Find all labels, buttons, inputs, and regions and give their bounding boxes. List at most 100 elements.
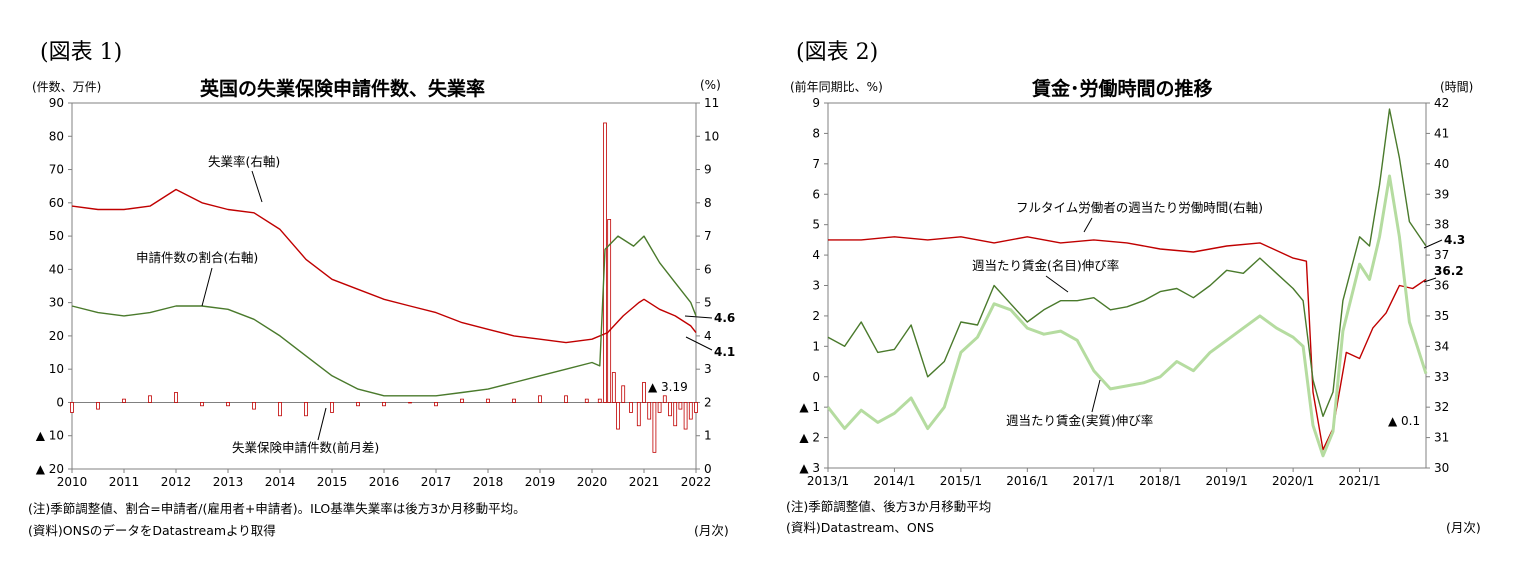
x-tick-label: 2015/1 bbox=[940, 474, 982, 488]
bar-claims-change bbox=[564, 395, 568, 403]
bar-claims-change bbox=[636, 402, 641, 427]
y-right-tick-label: 31 bbox=[1434, 431, 1449, 445]
y-right-tick-label: 34 bbox=[1434, 339, 1449, 353]
bar-claims-change bbox=[688, 402, 693, 420]
series-label-claims-change: 失業保険申請件数(前月差) bbox=[232, 440, 379, 455]
y-left-tick-label: ▲ 2 bbox=[799, 431, 820, 445]
y-left-tick-label: 1 bbox=[812, 339, 820, 353]
leader-hours bbox=[1083, 217, 1093, 233]
bar-claims-change bbox=[621, 385, 626, 403]
series-label-hours: フルタイム労働者の週当たり労働時間(右軸) bbox=[1016, 200, 1263, 215]
bar-claims-change bbox=[70, 402, 74, 413]
y-left-tick-label: 3 bbox=[812, 279, 820, 293]
y-left-tick-label: ▲ 3 bbox=[799, 461, 820, 475]
y-right-tick-label: 40 bbox=[1434, 157, 1449, 171]
x-tick-label: 2014/1 bbox=[873, 474, 915, 488]
x-tick-label: 2015 bbox=[317, 475, 348, 489]
x-tick-label: 2020 bbox=[577, 475, 608, 489]
x-tick-label: 2010 bbox=[57, 475, 88, 489]
bar-claims-change bbox=[678, 402, 683, 410]
figure2-period-label: (月次) bbox=[1446, 520, 1481, 535]
bar-claims-change bbox=[647, 402, 652, 420]
figure2-title: 賃金･労働時間の推移 bbox=[1032, 78, 1213, 100]
bar-claims-change bbox=[652, 402, 657, 453]
figure1-title: 英国の失業保険申請件数、失業率 bbox=[200, 78, 486, 100]
bar-claims-change bbox=[512, 398, 516, 403]
y-right-tick-label: 33 bbox=[1434, 370, 1449, 384]
y-left-tick-label: 80 bbox=[49, 129, 64, 143]
bar-claims-change bbox=[607, 219, 612, 403]
y-right-tick-label: 6 bbox=[704, 262, 712, 276]
series-label-nominal-wage: 週当たり賃金(名目)伸び率 bbox=[972, 258, 1119, 273]
y-right-tick-label: 1 bbox=[704, 429, 712, 443]
y-right-tick-label: 35 bbox=[1434, 309, 1449, 323]
y-left-tick-label: ▲ 20 bbox=[36, 462, 64, 476]
y-left-tick-label: 50 bbox=[49, 229, 64, 243]
y-right-tick-label: 32 bbox=[1434, 400, 1449, 414]
x-tick-label: 2017 bbox=[421, 475, 452, 489]
figure1-left-unit: (件数、万件) bbox=[32, 80, 102, 94]
y-right-tick-label: 3 bbox=[704, 362, 712, 376]
bar-claims-change bbox=[611, 372, 616, 403]
bar-claims-change bbox=[673, 402, 678, 427]
series-label-claim-share: 申請件数の割合(右軸) bbox=[136, 250, 258, 265]
y-left-tick-label: ▲ 1 bbox=[799, 400, 820, 414]
y-left-tick-label: 5 bbox=[812, 218, 820, 232]
bar-claims-change bbox=[657, 402, 662, 413]
y-left-tick-label: 7 bbox=[812, 157, 820, 171]
bar-claims-change bbox=[642, 382, 646, 403]
y-left-tick-label: 0 bbox=[56, 395, 64, 409]
y-right-tick-label: 7 bbox=[704, 229, 712, 243]
y-right-tick-label: 8 bbox=[704, 196, 712, 210]
y-right-tick-label: 41 bbox=[1434, 126, 1449, 140]
y-left-tick-label: 2 bbox=[812, 309, 820, 323]
bar-claims-change bbox=[330, 402, 334, 413]
bar-claims-change bbox=[382, 402, 386, 407]
y-left-tick-label: 6 bbox=[812, 187, 820, 201]
y-right-tick-label: 5 bbox=[704, 296, 712, 310]
plot-area bbox=[71, 102, 697, 470]
series-label-real-wage: 週当たり賃金(実質)伸び率 bbox=[1006, 413, 1153, 428]
x-tick-label: 2016 bbox=[369, 475, 400, 489]
x-tick-label: 2013/1 bbox=[807, 474, 849, 488]
y-left-tick-label: 40 bbox=[49, 262, 64, 276]
y-right-tick-label: 30 bbox=[1434, 461, 1449, 475]
bar-claims-change bbox=[226, 402, 230, 407]
bar-claims-change bbox=[460, 398, 464, 403]
bar-claims-change bbox=[662, 395, 667, 403]
x-tick-label: 2016/1 bbox=[1006, 474, 1048, 488]
bar-claims-change bbox=[122, 398, 126, 403]
y-left-tick-label: 90 bbox=[49, 96, 64, 110]
leader-real-wage bbox=[1091, 379, 1101, 413]
leader-annotation-hours bbox=[1423, 277, 1437, 283]
bar-claims-change bbox=[96, 402, 100, 410]
y-left-tick-label: 60 bbox=[49, 196, 64, 210]
y-left-tick-label: 30 bbox=[49, 296, 64, 310]
bar-claims-change bbox=[356, 402, 360, 407]
x-tick-label: 2021 bbox=[629, 475, 660, 489]
y-left-tick-label: 0 bbox=[812, 370, 820, 384]
x-tick-label: 2011 bbox=[109, 475, 140, 489]
y-right-tick-label: 11 bbox=[704, 96, 719, 110]
figure2-right-unit: (時間) bbox=[1440, 80, 1474, 94]
y-right-tick-label: 9 bbox=[704, 163, 712, 177]
y-right-tick-label: 36 bbox=[1434, 279, 1449, 293]
figure2-left-unit: (前年同期比、%) bbox=[790, 80, 883, 94]
bar-claims-change bbox=[278, 402, 282, 417]
x-tick-label: 2019/1 bbox=[1206, 474, 1248, 488]
x-tick-label: 2022 bbox=[681, 475, 712, 489]
bar-claims-change bbox=[584, 398, 589, 403]
bar-claims-change bbox=[629, 402, 633, 413]
bar-claims-change bbox=[486, 398, 490, 403]
bar-claims-change bbox=[694, 402, 698, 413]
y-right-tick-label: 42 bbox=[1434, 96, 1449, 110]
annotation-nominal-wage: 4.3 bbox=[1444, 233, 1465, 247]
bar-claims-change bbox=[304, 402, 308, 417]
x-tick-label: 2020/1 bbox=[1272, 474, 1314, 488]
y-right-tick-label: 10 bbox=[704, 129, 719, 143]
leader-annotation-unemployment bbox=[685, 336, 713, 351]
y-left-tick-label: 8 bbox=[812, 126, 820, 140]
figure2-source: (資料)Datastream、ONS bbox=[786, 520, 935, 535]
series-label-unemployment: 失業率(右軸) bbox=[208, 154, 280, 169]
y-right-tick-label: 39 bbox=[1434, 187, 1449, 201]
